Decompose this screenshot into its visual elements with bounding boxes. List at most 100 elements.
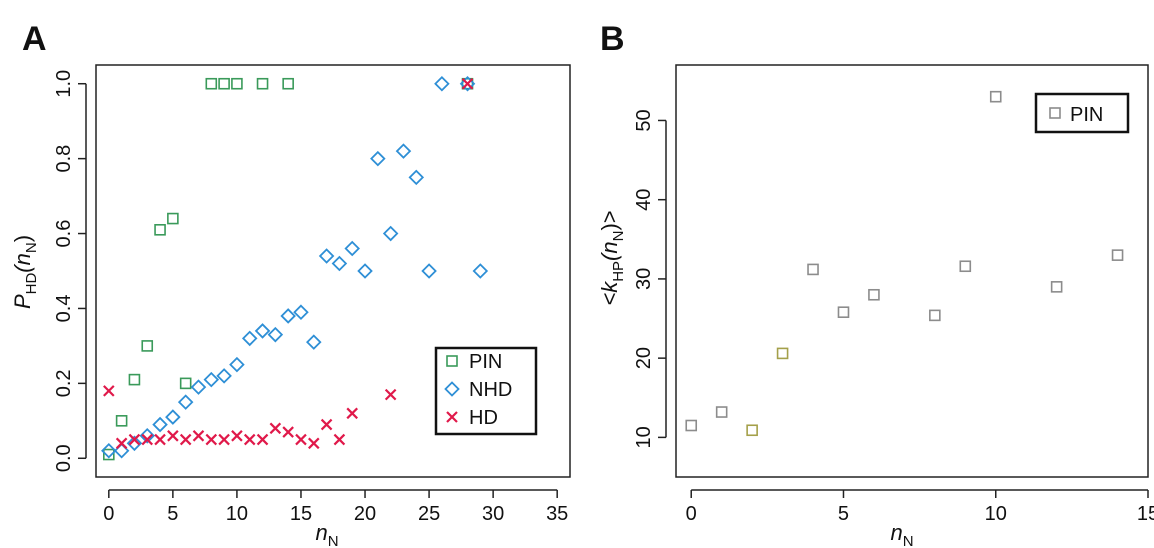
nhd-point bbox=[190, 379, 207, 395]
nhd-point bbox=[357, 263, 373, 279]
y-tick-label: 40 bbox=[633, 189, 655, 211]
nhd-point bbox=[177, 394, 194, 410]
hd-point bbox=[154, 433, 166, 446]
y-tick-label: 0.4 bbox=[53, 295, 75, 323]
nhd-point bbox=[370, 150, 386, 167]
pin-point bbox=[776, 347, 789, 360]
pin-point bbox=[929, 309, 941, 322]
x-tick-label: 30 bbox=[482, 503, 504, 525]
x-tick-label: 15 bbox=[1137, 503, 1154, 525]
panel-b-x-axis-label: nN bbox=[890, 520, 913, 548]
hd-point bbox=[461, 77, 474, 90]
hd-point bbox=[333, 433, 346, 446]
nhd-point bbox=[152, 416, 168, 433]
hd-point bbox=[218, 433, 230, 446]
y-tick-label: 50 bbox=[633, 109, 655, 131]
x-tick-label: 25 bbox=[418, 503, 440, 525]
hd-point bbox=[115, 437, 128, 450]
hd-point bbox=[179, 433, 192, 446]
panel-a: A 0 5 10 15 20 25 30 35 0.00.20.40.60.81.0 nN P… bbox=[10, 20, 571, 548]
panel-b-legend-markers bbox=[1049, 107, 1061, 119]
hd-point bbox=[243, 433, 256, 446]
y-tick-label: 0.6 bbox=[53, 220, 75, 248]
panel-a-y-label-main: P bbox=[10, 294, 35, 309]
panel-b-y-label-sub: HP bbox=[610, 261, 627, 282]
nhd-point bbox=[216, 368, 232, 384]
panel-a-y-label-arg: (n bbox=[10, 253, 35, 273]
panel-b-x-label-main: n bbox=[890, 520, 902, 545]
panel-a-plot-frame bbox=[95, 64, 571, 478]
pin-point bbox=[1111, 249, 1124, 261]
nhd-point bbox=[280, 308, 296, 324]
x-tick-label: 0 bbox=[686, 503, 697, 525]
hd-point bbox=[346, 407, 358, 420]
nhd-point bbox=[293, 304, 309, 320]
nhd-point bbox=[459, 75, 476, 92]
hd-point bbox=[141, 433, 154, 446]
panel-b-data-points bbox=[685, 90, 1124, 437]
nhd-point bbox=[472, 263, 489, 279]
pin-point bbox=[231, 77, 243, 90]
hd-point bbox=[269, 422, 282, 435]
panel-a-letter: A bbox=[22, 20, 47, 58]
nhd-point bbox=[254, 323, 271, 339]
hd-point bbox=[103, 385, 115, 397]
nhd-point bbox=[113, 443, 130, 459]
pin-point bbox=[256, 77, 269, 90]
nhd-point bbox=[267, 326, 284, 343]
hd-point bbox=[167, 430, 179, 442]
x-tick-label: 10 bbox=[226, 503, 248, 525]
y-tick-label: 10 bbox=[633, 426, 655, 448]
y-tick-label: 30 bbox=[633, 268, 655, 290]
hd-point bbox=[384, 388, 397, 401]
panel-a-y-axis-label: PHD(nN) bbox=[10, 235, 40, 309]
nhd-point bbox=[241, 330, 258, 347]
panel-a-x-label-sub: N bbox=[328, 533, 339, 548]
nhd-point bbox=[318, 248, 335, 264]
x-tick-label: 5 bbox=[838, 503, 849, 525]
hd-point bbox=[192, 430, 205, 442]
pin-point bbox=[959, 260, 972, 273]
panel-a-y-axis: 0.0 0.2 0.4 0.6 0.8 1.0 bbox=[53, 70, 87, 472]
nhd-point bbox=[331, 255, 348, 272]
pin-point bbox=[868, 288, 880, 301]
nhd-point bbox=[408, 169, 425, 186]
pin-point bbox=[167, 212, 179, 225]
nhd-point bbox=[126, 435, 143, 452]
panel-b-legend: PIN bbox=[1034, 92, 1130, 134]
panel-a-x-axis-label: nN bbox=[315, 520, 338, 548]
x-tick-label: 0 bbox=[103, 503, 114, 525]
panel-b-y-axis: 10 20 30 40 50 bbox=[633, 109, 667, 449]
panel-b-x-label-sub: N bbox=[903, 533, 914, 548]
panel-a-legend-label-nhd: NHD bbox=[469, 379, 512, 401]
panel-b-y-label-main: <k bbox=[597, 281, 622, 306]
nhd-point bbox=[382, 225, 399, 242]
hd-point bbox=[320, 418, 333, 431]
pin-point bbox=[154, 224, 166, 236]
hd-point bbox=[128, 433, 141, 446]
y-tick-label: 1.0 bbox=[53, 70, 75, 98]
legend-nhd-diamond-icon bbox=[444, 381, 460, 397]
pin-point bbox=[1050, 281, 1063, 293]
nhd-point bbox=[306, 334, 322, 350]
legend-pin-square-icon bbox=[446, 355, 458, 367]
legend-hd-cross-icon bbox=[446, 411, 458, 423]
pin-point bbox=[115, 415, 128, 427]
pin-point bbox=[205, 77, 218, 90]
pin-point bbox=[179, 377, 192, 390]
y-tick-label: 0.2 bbox=[53, 369, 75, 397]
legend-pin-square-icon bbox=[1049, 107, 1061, 119]
pin-point bbox=[103, 448, 115, 461]
nhd-point bbox=[101, 443, 117, 459]
x-tick-label: 10 bbox=[985, 503, 1007, 525]
x-tick-label: 15 bbox=[290, 503, 312, 525]
hd-point bbox=[205, 433, 218, 446]
panel-a-x-axis: 0 5 10 15 20 25 30 35 bbox=[103, 489, 568, 525]
panel-a-legend-markers bbox=[444, 355, 460, 423]
hd-point bbox=[295, 433, 307, 446]
nhd-point bbox=[229, 356, 245, 373]
panel-b-plot-frame bbox=[675, 64, 1149, 478]
pin-point bbox=[282, 77, 294, 90]
